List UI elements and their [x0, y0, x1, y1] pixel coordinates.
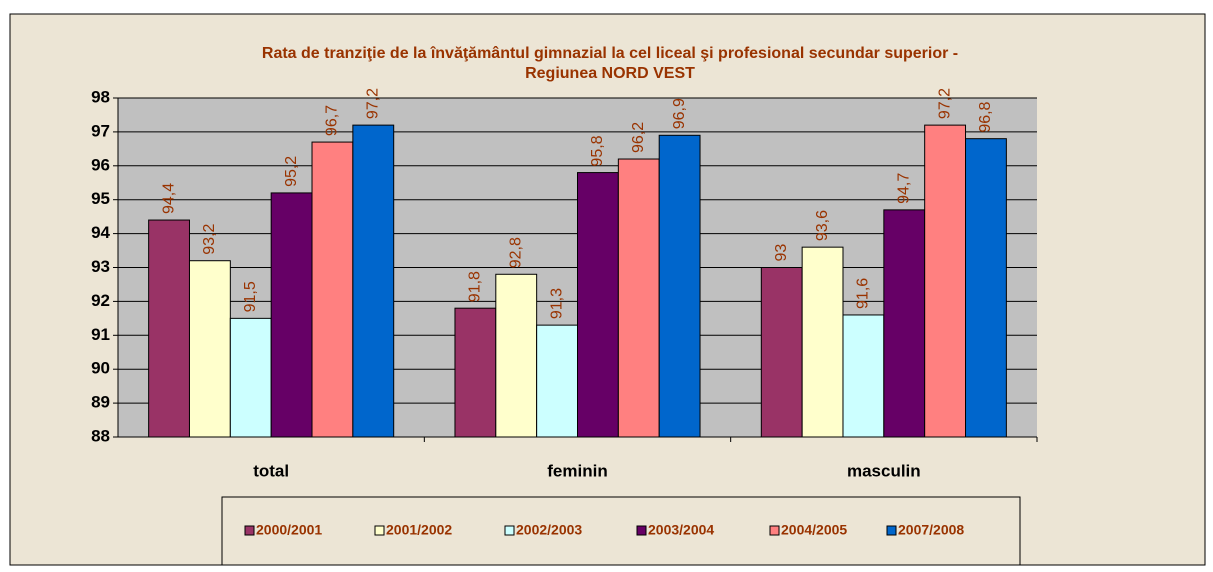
y-tick-label: 89 — [91, 393, 110, 412]
bar — [188, 260, 231, 438]
bar — [536, 324, 579, 438]
bar — [801, 246, 844, 438]
legend-label: 2002/2003 — [516, 522, 582, 538]
bar — [577, 172, 619, 438]
bar — [965, 138, 1007, 438]
y-tick-label: 92 — [91, 291, 110, 310]
value-label: 96,7 — [324, 105, 341, 136]
bar — [883, 209, 926, 438]
chart-title: Rata de tranziţie de la învăţământul gim… — [262, 45, 958, 62]
legend-label: 2007/2008 — [898, 522, 964, 538]
legend-swatch — [244, 525, 255, 536]
legend-label: 2004/2005 — [781, 522, 847, 538]
value-label: 92,8 — [507, 237, 524, 268]
value-label: 93,2 — [201, 223, 218, 254]
legend-label: 2001/2002 — [386, 522, 452, 538]
bar — [148, 219, 190, 438]
legend-swatch — [886, 525, 897, 536]
chart-title: Regiunea NORD VEST — [525, 65, 695, 82]
x-tick-label: feminin — [547, 461, 607, 480]
value-label: 91,8 — [467, 271, 484, 302]
value-label: 95,8 — [589, 135, 606, 166]
bar — [924, 124, 967, 438]
value-label: 91,3 — [548, 288, 565, 319]
value-label: 95,2 — [283, 156, 300, 187]
bar — [229, 317, 272, 438]
y-tick-label: 91 — [91, 325, 110, 344]
bar — [658, 134, 701, 438]
value-label: 97,2 — [364, 88, 381, 119]
y-tick-label: 95 — [91, 189, 110, 208]
y-tick-label: 94 — [91, 223, 110, 242]
value-label: 93 — [773, 244, 790, 262]
bar — [495, 273, 538, 438]
y-tick-label: 93 — [91, 257, 110, 276]
value-label: 96,8 — [977, 101, 994, 132]
value-label: 94,7 — [895, 173, 912, 204]
y-tick-label: 88 — [91, 426, 110, 445]
value-label: 91,5 — [242, 281, 259, 312]
y-tick-label: 97 — [91, 121, 110, 140]
legend-swatch — [636, 525, 647, 536]
y-tick-label: 90 — [91, 359, 110, 378]
bar — [352, 124, 395, 438]
value-label: 94,4 — [160, 183, 177, 214]
value-label: 91,6 — [855, 278, 872, 309]
legend-label: 2000/2001 — [256, 522, 322, 538]
y-tick-label: 98 — [91, 87, 110, 106]
bar — [760, 267, 803, 438]
bar — [842, 314, 885, 438]
bar — [270, 192, 313, 438]
legend-swatch — [504, 525, 515, 536]
bar — [311, 141, 354, 438]
value-label: 96,2 — [630, 122, 647, 153]
legend-label: 2003/2004 — [648, 522, 714, 538]
value-label: 97,2 — [936, 88, 953, 119]
value-label: 96,9 — [671, 98, 688, 129]
x-tick-label: total — [253, 461, 289, 480]
value-label: 93,6 — [814, 210, 831, 241]
legend-swatch — [374, 525, 385, 536]
bar — [454, 307, 497, 438]
legend-swatch — [769, 525, 780, 536]
y-tick-label: 96 — [91, 155, 110, 174]
legend-box — [221, 496, 1021, 566]
x-tick-label: masculin — [847, 461, 921, 480]
bar — [617, 158, 660, 438]
